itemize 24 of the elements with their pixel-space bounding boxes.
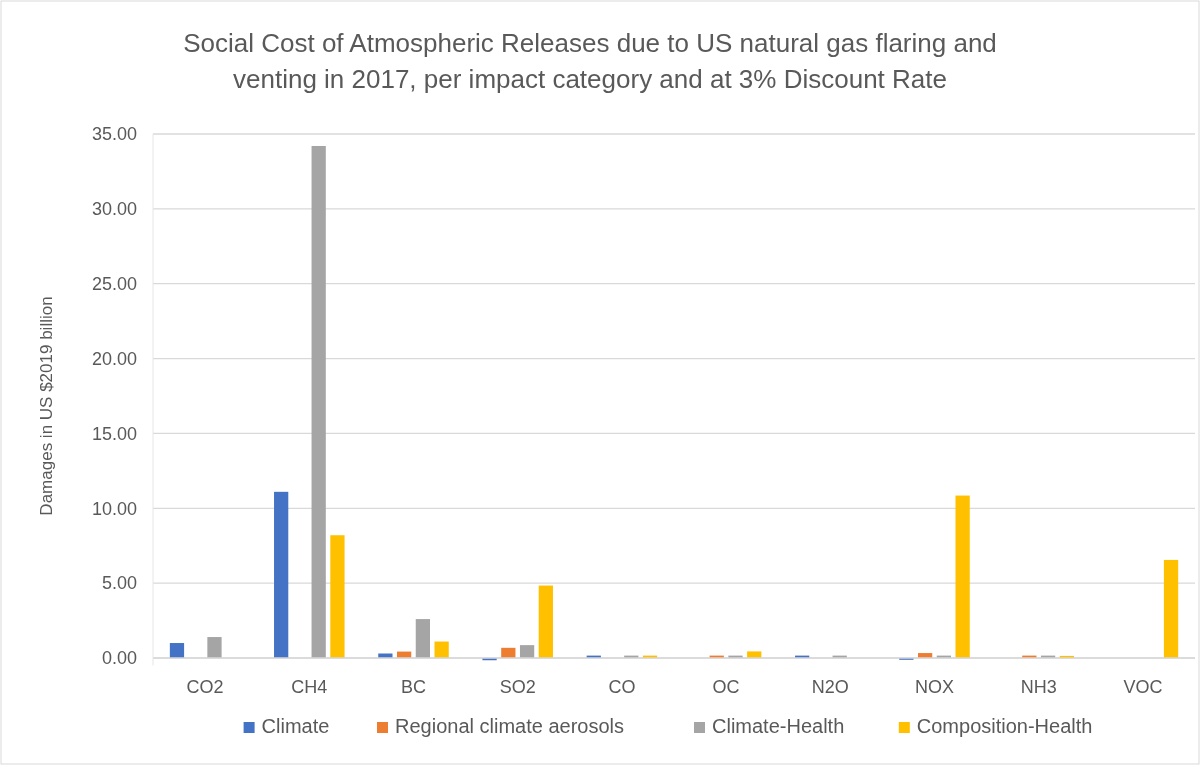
x-tick-label: NOX	[914, 677, 955, 697]
x-tick-label: VOC	[1123, 677, 1163, 697]
y-tick-label: 0.00	[101, 648, 137, 669]
x-tick-label: NH3	[1020, 677, 1057, 697]
y-tick-label: 15.00	[91, 423, 137, 444]
x-tick-label: CH4	[291, 677, 328, 697]
x-tick-label: N2O	[811, 677, 849, 697]
legend-label: Climate-Health	[712, 715, 845, 737]
x-tick-label: CO	[608, 677, 636, 697]
x-tick-label: OC	[712, 677, 740, 697]
y-tick-label: 35.00	[91, 124, 137, 145]
y-tick-label: 25.00	[91, 274, 137, 295]
y-tick-label: 20.00	[91, 348, 137, 369]
x-tick-label: SO2	[499, 677, 536, 697]
y-tick-label: 5.00	[101, 573, 137, 594]
legend-label: Climate	[261, 715, 330, 737]
x-tick-label: BC	[400, 677, 427, 697]
legend-label: Composition-Health	[916, 715, 1093, 737]
y-tick-label: 10.00	[91, 498, 137, 519]
y-tick-label: 30.00	[91, 199, 137, 220]
chart-title: Social Cost of Atmospheric Releases due to US natural gas flaring and venting in 2017, per impact category and at 3% Discount Rate	[183, 28, 997, 94]
y-axis-title: Damages in US $2019 billion	[37, 296, 56, 516]
legend-label: Regional climate aerosols	[395, 715, 625, 737]
x-tick-label: CO2	[186, 677, 224, 697]
